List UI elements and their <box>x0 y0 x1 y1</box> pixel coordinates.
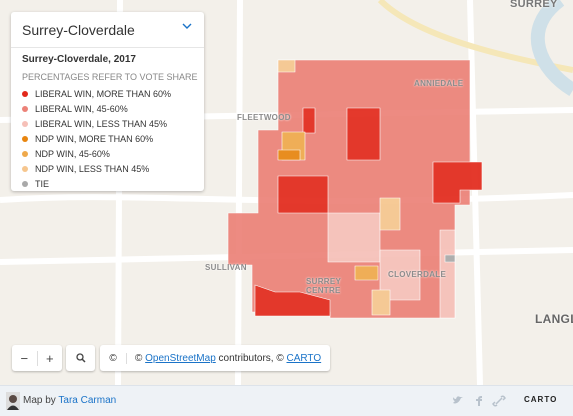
share-icons <box>453 395 506 407</box>
place-label: ANNIEDALE <box>414 79 464 88</box>
search-button[interactable] <box>66 345 95 371</box>
legend-swatch <box>22 150 28 157</box>
legend-item: LIBERAL WIN, MORE THAN 60% <box>22 86 171 101</box>
ridings <box>227 59 483 319</box>
divider <box>11 47 204 48</box>
road <box>235 0 243 385</box>
legend-label: NDP WIN, 45-60% <box>35 148 110 159</box>
place-label: SURREY <box>510 0 558 10</box>
author-link[interactable]: Tara Carman <box>58 395 117 406</box>
attribution-prefix: © <box>135 352 143 364</box>
riding-area[interactable] <box>444 254 456 263</box>
riding-area[interactable] <box>254 284 331 317</box>
road <box>467 0 483 385</box>
river <box>530 0 573 96</box>
riding-area[interactable] <box>439 229 456 319</box>
legend-swatch <box>22 120 28 127</box>
legend-note: PERCENTAGES REFER TO VOTE SHARE <box>22 72 198 82</box>
legend-swatch <box>22 165 28 172</box>
zoom-in[interactable]: + <box>36 350 63 366</box>
legend-item: LIBERAL WIN, LESS THAN 45% <box>22 116 171 131</box>
layer-selector[interactable]: Surrey-Cloverdale <box>22 22 135 38</box>
carto-link[interactable]: CARTO <box>286 352 322 364</box>
legend-item: NDP WIN, 45-60% <box>22 146 171 161</box>
legend-item: NDP WIN, MORE THAN 60% <box>22 131 171 146</box>
legend-swatch <box>22 135 28 142</box>
place-label: SULLIVAN <box>205 263 247 272</box>
place-label: LANGL <box>535 312 573 326</box>
osm-link[interactable]: OpenStreetMap <box>145 352 216 364</box>
legend-label: NDP WIN, MORE THAN 60% <box>35 133 154 144</box>
zoom-out[interactable]: − <box>20 350 29 366</box>
riding-area[interactable] <box>277 149 301 161</box>
map-canvas <box>0 0 573 385</box>
twitter-icon[interactable] <box>453 396 463 404</box>
riding-area[interactable] <box>379 197 401 231</box>
riding-area[interactable] <box>327 212 381 263</box>
legend-swatch <box>22 180 28 187</box>
search-icon <box>75 353 86 363</box>
attribution-toggle[interactable]: © <box>100 352 127 364</box>
legend-item: NDP WIN, LESS THAN 45% <box>22 161 171 176</box>
legend-item: TIE <box>22 176 171 191</box>
place-label: SURREY CENTRE <box>306 277 342 295</box>
link-icon[interactable] <box>492 395 506 407</box>
author-avatar <box>6 392 20 410</box>
legend-label: TIE <box>35 178 50 189</box>
attribution-text: contributors, © <box>218 352 284 364</box>
riding-area[interactable] <box>277 175 329 214</box>
riding-area[interactable] <box>432 161 483 204</box>
legend-item: LIBERAL WIN, 45-60% <box>22 101 171 116</box>
chevron[interactable] <box>182 22 192 30</box>
legend-title: Surrey-Cloverdale, 2017 <box>22 54 136 65</box>
legend-label: LIBERAL WIN, LESS THAN 45% <box>35 118 168 129</box>
legend-panel: Surrey-Cloverdale Surrey-Cloverdale, 201… <box>11 12 204 191</box>
footer: Map by Tara Carman CARTO <box>0 385 573 416</box>
zoom-controls: − + <box>12 345 62 371</box>
attribution: © © OpenStreetMap contributors, © CARTO <box>100 345 330 371</box>
riding-area[interactable] <box>379 249 421 301</box>
riding-area[interactable] <box>371 289 391 316</box>
legend-label: NDP WIN, LESS THAN 45% <box>35 163 150 174</box>
facebook-icon[interactable] <box>476 396 482 406</box>
place-label: FLEETWOOD <box>237 113 291 122</box>
legend-label: LIBERAL WIN, MORE THAN 60% <box>35 88 172 99</box>
place-label: CLOVERDALE <box>388 270 447 279</box>
legend-swatch <box>22 105 28 112</box>
legend: LIBERAL WIN, MORE THAN 60% LIBERAL WIN, 4… <box>22 86 171 191</box>
carto-brand[interactable]: CARTO <box>524 395 558 404</box>
credit: Map by Tara Carman <box>23 395 116 406</box>
riding-area[interactable] <box>302 107 316 134</box>
riding-area[interactable] <box>354 265 379 281</box>
riding-area[interactable] <box>277 59 296 73</box>
legend-label: LIBERAL WIN, 45-60% <box>35 103 128 114</box>
legend-swatch <box>22 90 28 97</box>
credit-text: Map by <box>23 395 56 406</box>
riding-area[interactable] <box>346 107 381 161</box>
